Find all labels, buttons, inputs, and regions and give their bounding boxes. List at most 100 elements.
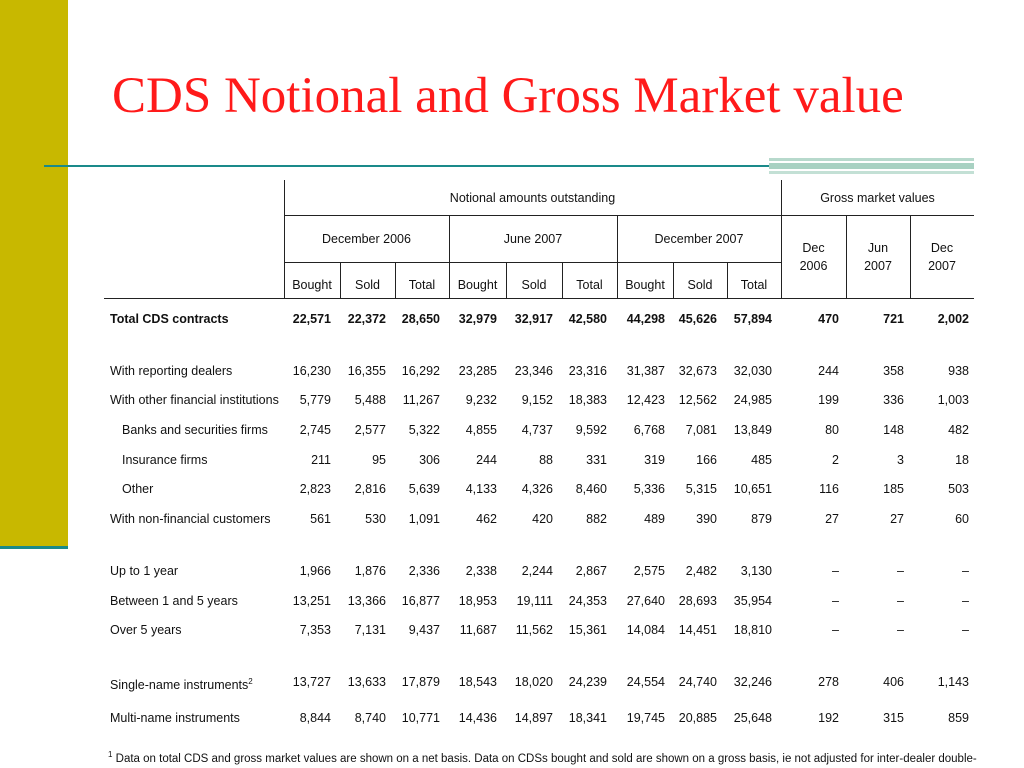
table-cell: 2,867 <box>575 564 607 578</box>
table-cell: 561 <box>310 512 331 526</box>
table-cell: 11,267 <box>402 393 440 407</box>
row-label-footnote: 2 <box>248 677 253 686</box>
table-cell: 14,451 <box>678 623 717 637</box>
table-cell: 5,336 <box>633 482 665 496</box>
table-cell: 938 <box>948 364 969 378</box>
table-cell: 24,985 <box>733 393 772 407</box>
table-cell: 9,437 <box>408 623 440 637</box>
table-cell: 1,876 <box>354 564 386 578</box>
table-cell: 19,745 <box>626 711 665 725</box>
row-label: Single-name instruments2 <box>110 675 253 692</box>
gross-header-line2: 2007 <box>864 259 892 273</box>
table-cell: 2,338 <box>465 564 497 578</box>
table-cell: 406 <box>883 675 904 689</box>
table-cell: – <box>897 594 904 608</box>
table-cell: 24,554 <box>626 675 665 689</box>
row-label: With reporting dealers <box>110 364 232 378</box>
table-vrule <box>727 262 728 298</box>
table-cell: 5,639 <box>408 482 440 496</box>
table-vrule <box>910 215 911 298</box>
table-cell: 1,966 <box>299 564 331 578</box>
table-cell: 24,353 <box>568 594 607 608</box>
table-cell: 23,285 <box>458 364 497 378</box>
table-cell: 530 <box>365 512 386 526</box>
row-label: Between 1 and 5 years <box>110 594 238 608</box>
table-cell: 18,341 <box>568 711 607 725</box>
table-cell: 14,084 <box>626 623 665 637</box>
table-cell: 20,885 <box>678 711 717 725</box>
table-cell: 2,575 <box>633 564 665 578</box>
table-cell: 18,810 <box>733 623 772 637</box>
table-cell: 462 <box>476 512 497 526</box>
sub-header: Total <box>408 278 436 292</box>
table-cell: 24,740 <box>678 675 717 689</box>
table-cell: 12,423 <box>626 393 665 407</box>
cds-table: Notional amounts outstanding Gross market… <box>104 180 974 740</box>
table-cell: 8,844 <box>299 711 331 725</box>
table-vrule <box>340 262 341 298</box>
table-cell: 470 <box>818 312 839 326</box>
table-cell: 4,326 <box>521 482 553 496</box>
table-cell: 18,020 <box>514 675 553 689</box>
table-cell: 306 <box>419 453 440 467</box>
table-cell: – <box>962 623 969 637</box>
table-cell: 482 <box>948 423 969 437</box>
table-cell: 27 <box>890 512 904 526</box>
table-cell: 28,650 <box>401 312 440 326</box>
table-cell: 60 <box>955 512 969 526</box>
table-cell: 319 <box>644 453 665 467</box>
period-header: June 2007 <box>503 232 563 246</box>
row-label-text: Between 1 and 5 years <box>110 594 238 608</box>
row-label: Up to 1 year <box>110 564 178 578</box>
table-hrule <box>284 262 781 263</box>
table-cell: 25,648 <box>733 711 772 725</box>
gross-header-line1: Dec <box>802 241 825 255</box>
slide-title: CDS Notional and Gross Market value <box>112 68 904 124</box>
table-cell: 16,230 <box>292 364 331 378</box>
table-cell: 489 <box>644 512 665 526</box>
table-cell: 116 <box>819 482 839 496</box>
sub-header: Sold <box>354 278 381 292</box>
table-cell: 27,640 <box>626 594 665 608</box>
table-cell: 859 <box>948 711 969 725</box>
table-cell: 4,855 <box>465 423 497 437</box>
footnote-marker: 1 <box>108 750 113 759</box>
table-cell: 185 <box>883 482 904 496</box>
row-label-text: Banks and securities firms <box>122 423 268 437</box>
table-cell: – <box>897 564 904 578</box>
table-cell: 18 <box>955 453 969 467</box>
table-vrule <box>617 215 618 298</box>
table-cell: 11,562 <box>515 623 553 637</box>
sub-header: Total <box>740 278 768 292</box>
table-cell: 244 <box>476 453 497 467</box>
table-cell: 32,673 <box>678 364 717 378</box>
table-cell: 13,366 <box>347 594 386 608</box>
table-cell: 32,917 <box>514 312 553 326</box>
table-vrule <box>846 215 847 298</box>
row-label-text: Single-name instruments <box>110 678 249 693</box>
title-accent-stripes <box>769 158 974 178</box>
table-cell: 5,488 <box>354 393 386 407</box>
table-cell: 14,897 <box>514 711 553 725</box>
table-cell: 7,353 <box>299 623 331 637</box>
table-cell: 2,577 <box>354 423 386 437</box>
table-vrule <box>506 262 507 298</box>
table-cell: 721 <box>883 312 904 326</box>
table-cell: 211 <box>311 453 331 467</box>
table-cell: 9,592 <box>575 423 607 437</box>
table-vrule <box>449 215 450 298</box>
table-cell: 80 <box>825 423 839 437</box>
table-cell: 9,152 <box>521 393 553 407</box>
row-label-text: Multi-name instruments <box>110 711 240 725</box>
title-rule <box>44 165 769 167</box>
row-label-text: Other <box>122 482 154 496</box>
table-cell: – <box>832 623 839 637</box>
table-cell: 23,316 <box>568 364 607 378</box>
row-label: Other <box>122 482 153 496</box>
table-cell: 199 <box>818 393 839 407</box>
table-cell: 2,482 <box>685 564 717 578</box>
table-cell: 2,816 <box>354 482 386 496</box>
table-cell: 882 <box>586 512 607 526</box>
table-cell: 28,693 <box>678 594 717 608</box>
row-label: Banks and securities firms <box>122 423 268 437</box>
